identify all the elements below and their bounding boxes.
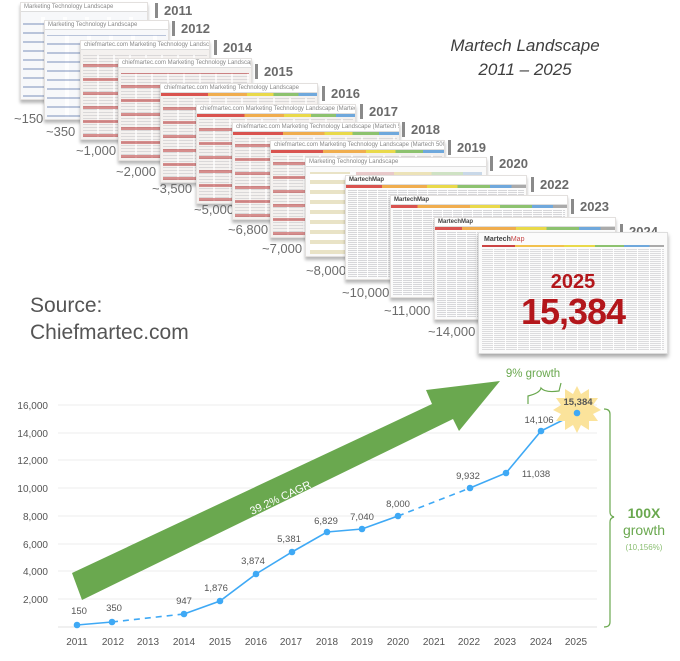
source-label: Source: (30, 294, 103, 317)
year-tab-2022: 2022 (531, 177, 569, 192)
y-tick: 12,000 (17, 456, 48, 467)
card-header: MartechMap (346, 176, 526, 185)
count-2019: ~7,000 (262, 241, 303, 256)
x-tick: 2021 (423, 637, 446, 648)
x-axis-labels: 2011 2012 2013 2014 2015 2016 2017 2018 … (66, 637, 587, 648)
x-tick: 2025 (565, 637, 588, 648)
growth-100x-annotation: 100X growth (10,156%) (603, 408, 665, 628)
card-header: chiefmartec.com Marketing Technology Lan… (119, 59, 251, 68)
data-label: 150 (71, 606, 87, 617)
y-tick: 16,000 (17, 401, 48, 412)
x-tick: 2022 (458, 637, 481, 648)
count-2023: ~11,000 (384, 303, 431, 318)
year-tab-2016: 2016 (322, 86, 360, 101)
data-label: 11,038 (522, 469, 550, 480)
count-2015: ~2,000 (116, 164, 157, 179)
count-2018: ~6,800 (228, 222, 269, 237)
y-axis-labels: 16,000 14,000 12,000 10,000 8,000 6,000 … (17, 401, 48, 606)
cagr-arrow: 39.2% CAGR (72, 381, 500, 600)
year-tab-2019: 2019 (448, 140, 486, 155)
data-label: 350 (106, 603, 122, 614)
card-header: MartechMap (391, 196, 567, 205)
count-2020: ~8,000 (306, 263, 347, 278)
count-2024: ~14,000 (428, 324, 476, 339)
card-header: Marketing Technology Landscape (21, 3, 147, 12)
data-label-highlight: 15,384 (563, 397, 593, 408)
count-2012: ~350 (46, 124, 76, 139)
card-header: Marketing Technology Landscape (306, 158, 486, 167)
year-tab-2023: 2023 (571, 199, 609, 214)
source-site: Chiefmartec.com (30, 321, 189, 344)
count-2017: ~5,000 (194, 202, 235, 217)
data-label: 1,876 (204, 583, 228, 594)
data-label: 9,932 (456, 471, 480, 482)
year-tab-2020: 2020 (490, 156, 528, 171)
growth-line-chart: 16,000 14,000 12,000 10,000 8,000 6,000 … (17, 368, 665, 648)
growth-9-annotation: 9% growth (506, 368, 562, 404)
year-tab-2014: 2014 (214, 40, 252, 55)
y-tick: 8,000 (23, 512, 48, 523)
x-tick: 2024 (530, 637, 553, 648)
landscape-card-2025: MartechMap 2025 15,384 (478, 232, 668, 354)
year-tab-2011: 2011 (155, 3, 192, 18)
data-label: 8,000 (386, 499, 410, 510)
card-header: MartechMap (484, 236, 525, 243)
year-tab-2012: 2012 (172, 21, 210, 36)
count-2014: ~1,000 (76, 143, 117, 158)
data-label: 6,829 (314, 516, 338, 527)
data-label: 3,874 (241, 556, 265, 567)
x-tick: 2023 (494, 637, 517, 648)
y-tick: 2,000 (23, 595, 48, 606)
title-line-1: Martech Landscape (450, 36, 600, 55)
count-2011: ~150 (14, 111, 44, 126)
y-tick: 10,000 (17, 484, 48, 495)
x-tick: 2012 (102, 637, 125, 648)
x-tick: 2011 (66, 637, 88, 648)
count-2022: ~10,000 (342, 285, 390, 300)
x-tick: 2018 (316, 637, 339, 648)
year-tab-2015: 2015 (255, 64, 293, 79)
x-tick: 2019 (351, 637, 374, 648)
card-header: chiefmartec.com Marketing Technology Lan… (197, 105, 355, 114)
data-label: 947 (176, 596, 192, 607)
page-title: Martech Landscape 2011 – 2025 (430, 34, 620, 82)
source-credit: Source: Chiefmartec.com (30, 292, 189, 346)
year-tab-2018: 2018 (402, 122, 440, 137)
data-label: 7,040 (350, 512, 374, 523)
data-label: 14,106 (524, 415, 553, 426)
card-header: chiefmartec.com Marketing Technology Lan… (161, 84, 317, 93)
x-tick: 2017 (280, 637, 303, 648)
card-header: chiefmartec.com Marketing Technology Lan… (81, 41, 209, 50)
growth-100x-pct: (10,156%) (626, 543, 663, 552)
card-header: chiefmartec.com Marketing Technology Lan… (233, 123, 399, 132)
y-tick: 6,000 (23, 540, 48, 551)
title-line-2: 2011 – 2025 (478, 60, 572, 79)
card-header: chiefmartec.com Marketing Technology Lan… (271, 141, 444, 150)
starburst-icon (553, 386, 601, 433)
data-label: 5,381 (277, 534, 301, 545)
y-tick: 4,000 (23, 567, 48, 578)
highlight-year: 2025 (550, 271, 596, 293)
highlight-count: 15,384 (520, 291, 626, 332)
card-header: Marketing Technology Landscape (45, 21, 168, 30)
x-tick: 2013 (137, 637, 160, 648)
y-tick: 14,000 (17, 429, 48, 440)
x-tick: 2016 (245, 637, 268, 648)
data-points (73, 409, 581, 629)
count-2016: ~3,500 (152, 181, 193, 196)
growth-9-label: 9% growth (506, 368, 560, 380)
growth-100x-label: 100X (628, 505, 661, 521)
growth-100x-sublabel: growth (623, 522, 665, 538)
data-labels: 150 350 947 1,876 3,874 5,381 6,829 7,04… (71, 397, 593, 617)
x-tick: 2014 (173, 637, 196, 648)
x-tick: 2015 (209, 637, 232, 648)
year-tab-2017: 2017 (360, 104, 398, 119)
card-header: MartechMap (435, 218, 615, 227)
x-tick: 2020 (387, 637, 410, 648)
